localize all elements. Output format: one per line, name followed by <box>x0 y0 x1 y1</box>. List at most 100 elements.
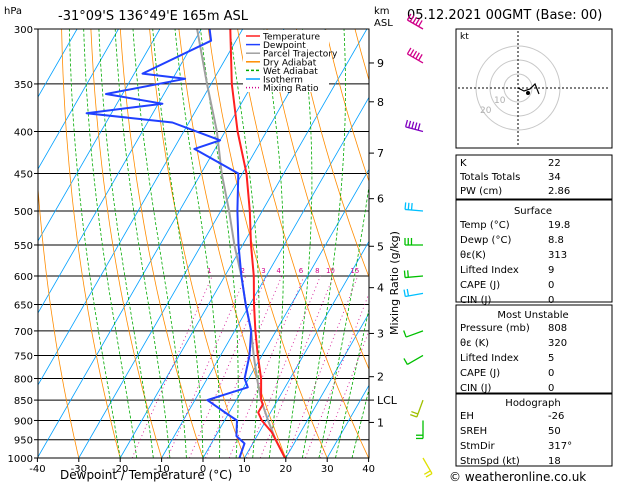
pressure-tick-label: 500 <box>14 207 33 218</box>
isotherm-line <box>38 29 244 386</box>
hodo-params-row-value: 317° <box>548 441 572 452</box>
hodo-params-row-value: 50 <box>548 426 561 437</box>
indices-box <box>455 154 613 200</box>
wet-adiabat-line <box>351 387 369 458</box>
isotherm-line <box>161 96 369 458</box>
temperature-tick-label: -40 <box>29 464 45 475</box>
hodo-params-row-value: 18 <box>548 456 561 467</box>
storm-motion-marker <box>526 91 530 95</box>
wind-barb-flag <box>403 330 407 338</box>
temperature-tick-label: -10 <box>153 464 169 475</box>
wet-adiabat-line <box>335 307 369 458</box>
mixing-ratio-label: 2 <box>241 267 245 275</box>
wind-barb-staff <box>407 354 424 366</box>
most-unstable-row-value: 320 <box>548 338 567 349</box>
temperature-tick-label: -30 <box>71 464 87 475</box>
most-unstable-box <box>455 304 613 394</box>
pressure-tick-label: 750 <box>14 351 33 362</box>
surface-row-value: 0 <box>548 280 554 291</box>
surface-row-value: 8.8 <box>548 235 564 246</box>
wind-barb-flag <box>407 202 410 210</box>
pressure-tick-label: 600 <box>14 272 33 283</box>
dry-adiabat-line <box>119 29 204 458</box>
dewpoint-line <box>85 29 253 458</box>
wind-barb-flag <box>407 270 409 278</box>
wind-barb-staff <box>416 399 424 418</box>
wet-adiabat-line <box>302 29 346 458</box>
wind-barb-flag <box>414 122 418 130</box>
wet-adiabat-line <box>69 29 121 458</box>
km-tick-label: LCL <box>377 394 398 407</box>
wind-barb-flag <box>404 119 409 128</box>
wind-barb-flag <box>406 47 412 55</box>
wind-barb-flag <box>409 49 415 56</box>
wind-barb-flag <box>410 202 413 211</box>
mixing-ratio-line <box>167 275 247 458</box>
dry-adiabat-line <box>266 29 369 371</box>
index-row-label: K <box>460 158 467 169</box>
wet-adiabat-line <box>229 29 260 458</box>
isotherm-line <box>244 240 369 458</box>
pressure-tick-label: 350 <box>14 80 33 91</box>
dry-adiabat-line <box>178 29 287 458</box>
isotherm-line <box>285 312 369 458</box>
mixing-ratio-line <box>320 329 369 458</box>
location-title: -31°09'S 136°49'E 165m ASL <box>58 9 249 24</box>
wind-barb-flag <box>403 358 408 365</box>
km-tick-label: 6 <box>377 193 384 206</box>
wet-adiabat-line <box>132 29 187 458</box>
wind-barb-flag <box>415 52 420 60</box>
temperature-line <box>229 29 286 458</box>
hodograph-unit: kt <box>460 32 469 42</box>
legend-label: Temperature <box>262 33 320 43</box>
wet-adiabat-line <box>318 183 369 458</box>
surface-row-label: CAPE (J) <box>460 280 500 291</box>
pressure-tick-label: 1000 <box>8 454 33 465</box>
wind-barb-staff <box>407 53 424 64</box>
mixing-ratio-label: 10 <box>326 267 335 275</box>
isotherm-line <box>38 29 161 242</box>
mixing-ratio-label: 3 <box>261 267 265 275</box>
most-unstable-title: Most Unstable <box>497 310 568 321</box>
hodo-params-row-label: StmSpd (kt) <box>460 456 520 467</box>
km-tick-label: 3 <box>377 327 384 340</box>
surface-row-label: Lifted Index <box>460 265 519 276</box>
wet-adiabat-line <box>114 29 171 458</box>
wind-barb-flag <box>418 20 423 27</box>
mixing-ratio-label: 20 <box>368 267 377 275</box>
hodograph-ring-label: 20 <box>480 106 492 116</box>
mixing-ratio-line <box>205 275 283 458</box>
most-unstable-row-label: θε (K) <box>460 338 489 349</box>
km-tick-label: 8 <box>377 96 384 109</box>
index-row-value: 2.86 <box>548 186 570 197</box>
pressure-tick-label: 550 <box>14 241 33 252</box>
wet-adiabat-line <box>174 29 221 458</box>
wind-barb-flag <box>408 120 412 128</box>
isotherm-line <box>202 168 369 458</box>
wind-barb-flag <box>403 270 406 278</box>
temperature-tick-label: 40 <box>362 464 375 475</box>
temperature-tick-label: -20 <box>112 464 128 475</box>
km-tick-label: 4 <box>377 282 384 295</box>
dry-adiabat-line <box>149 29 245 458</box>
wet-adiabat-line <box>83 29 138 458</box>
dry-adiabat-line <box>90 29 162 458</box>
index-row-label: Totals Totals <box>459 172 520 183</box>
hodograph-trace <box>517 82 540 95</box>
temperature-tick-label: 10 <box>238 464 251 475</box>
isotherm-line <box>326 384 369 458</box>
credit-text: © weatheronline.co.uk <box>449 470 586 484</box>
dry-adiabat-line <box>237 29 369 458</box>
mixing-ratio-line <box>228 275 305 458</box>
mixing-ratio-label: 4 <box>277 267 282 275</box>
wind-barb-staff <box>405 292 424 298</box>
most-unstable-row-label: Lifted Index <box>460 353 519 364</box>
index-row-label: PW (cm) <box>460 186 502 197</box>
km-tick-label: 5 <box>377 240 384 253</box>
pressure-tick-label: 700 <box>14 327 33 338</box>
wind-barb-flag <box>411 410 419 415</box>
temperature-tick-label: 0 <box>200 464 206 475</box>
wind-barb-flag <box>412 50 418 58</box>
